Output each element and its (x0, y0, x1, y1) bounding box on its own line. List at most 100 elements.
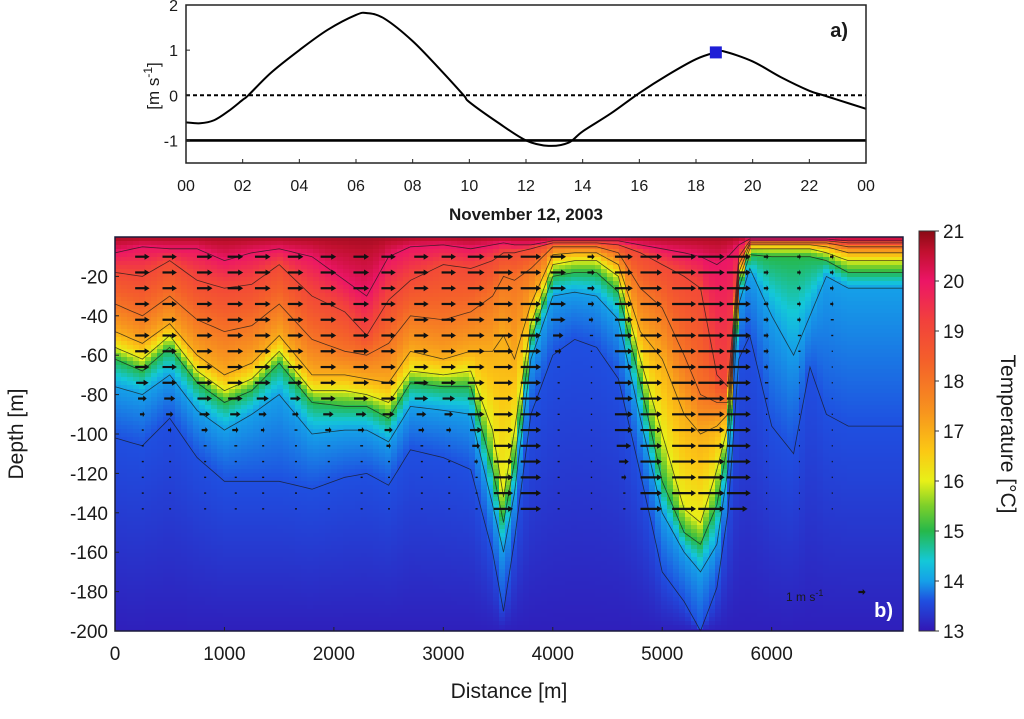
field-cell (385, 377, 392, 382)
field-cell (241, 621, 248, 626)
field-cell (223, 533, 230, 538)
field-cell (313, 245, 320, 250)
field-cell (145, 497, 152, 502)
field-cell (361, 465, 368, 470)
field-cell (265, 341, 272, 346)
field-cell (379, 505, 386, 510)
field-cell (283, 421, 290, 426)
y-tick-label: 2 (169, 0, 178, 15)
field-cell (157, 473, 164, 478)
field-cell (349, 349, 356, 354)
field-cell (193, 389, 200, 394)
field-cell (349, 589, 356, 594)
field-cell (271, 269, 278, 274)
field-cell (319, 369, 326, 374)
field-cell (145, 253, 152, 258)
field-cell (247, 301, 254, 306)
field-cell (121, 441, 128, 446)
field-cell (403, 557, 410, 562)
field-cell (313, 529, 320, 534)
field-cell (235, 289, 242, 294)
field-cell (145, 281, 152, 286)
field-cell (355, 617, 362, 622)
field-cell (115, 457, 122, 462)
field-cell (247, 265, 254, 270)
field-cell (391, 321, 398, 326)
field-cell (163, 409, 170, 414)
field-cell (379, 401, 386, 406)
field-cell (307, 513, 314, 518)
field-cell (403, 469, 410, 474)
field-cell (355, 553, 362, 558)
field-cell (181, 389, 188, 394)
field-cell (205, 373, 212, 378)
field-cell (343, 253, 350, 258)
field-cell (259, 577, 266, 582)
field-cell (283, 573, 290, 578)
field-cell (349, 557, 356, 562)
field-cell (181, 521, 188, 526)
field-cell (217, 265, 224, 270)
field-cell (355, 533, 362, 538)
field-cell (235, 465, 242, 470)
field-cell (151, 345, 158, 350)
field-cell (289, 561, 296, 566)
field-cell (205, 489, 212, 494)
field-cell (223, 589, 230, 594)
field-cell (265, 601, 272, 606)
field-cell (175, 449, 182, 454)
field-cell (211, 409, 218, 414)
field-cell (307, 449, 314, 454)
field-cell (169, 497, 176, 502)
field-cell (187, 253, 194, 258)
field-cell (271, 253, 278, 258)
field-cell (331, 613, 338, 618)
field-cell (235, 313, 242, 318)
field-cell (145, 601, 152, 606)
field-cell (247, 325, 254, 330)
field-cell (337, 401, 344, 406)
field-cell (295, 321, 302, 326)
field-cell (283, 557, 290, 562)
field-cell (349, 241, 356, 246)
field-cell (385, 433, 392, 438)
field-cell (259, 341, 266, 346)
field-cell (325, 289, 332, 294)
field-cell (199, 613, 206, 618)
field-cell (283, 325, 290, 330)
field-cell (289, 293, 296, 298)
field-cell (169, 557, 176, 562)
field-cell (331, 437, 338, 442)
field-cell (391, 409, 398, 414)
field-cell (163, 581, 170, 586)
field-cell (343, 417, 350, 422)
field-cell (373, 441, 380, 446)
field-cell (205, 613, 212, 618)
field-cell (301, 357, 308, 362)
field-cell (379, 493, 386, 498)
field-cell (193, 581, 200, 586)
field-cell (319, 309, 326, 314)
field-cell (199, 313, 206, 318)
field-cell (373, 473, 380, 478)
field-cell (337, 553, 344, 558)
field-cell (121, 473, 128, 478)
field-cell (205, 357, 212, 362)
field-cell (373, 613, 380, 618)
field-cell (361, 581, 368, 586)
field-cell (283, 317, 290, 322)
field-cell (313, 533, 320, 538)
field-cell (409, 485, 416, 490)
field-cell (307, 573, 314, 578)
field-cell (349, 553, 356, 558)
field-cell (337, 341, 344, 346)
field-cell (301, 501, 308, 506)
field-cell (385, 605, 392, 610)
field-cell (331, 293, 338, 298)
field-cell (319, 545, 326, 550)
field-cell (205, 529, 212, 534)
field-cell (373, 305, 380, 310)
field-cell (199, 569, 206, 574)
field-cell (277, 541, 284, 546)
field-cell (241, 417, 248, 422)
